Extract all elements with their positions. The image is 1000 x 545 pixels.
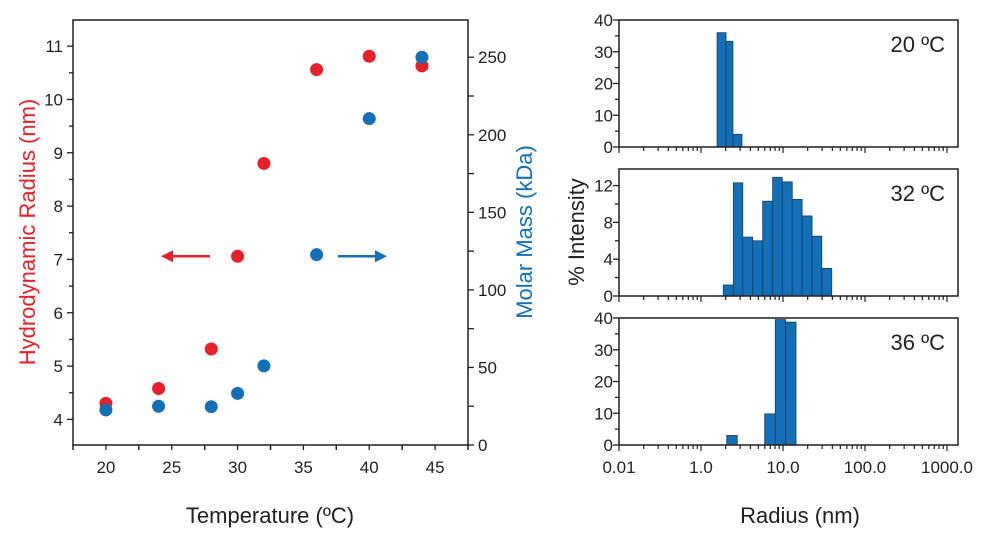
x-axis-label: Temperature (ºC) [186,503,354,528]
y-tick-label-right: 250 [478,48,506,67]
radius-point [152,381,166,395]
y-tick-label: 40 [594,309,613,328]
y-tick-label-left: 6 [54,304,63,323]
histogram-bar [781,181,793,297]
histogram-y-axis-label: % Intensity [564,178,589,286]
molar-mass-point [152,399,166,413]
x-tick-label: 0.01 [602,458,635,477]
histogram-bar [791,198,803,297]
left-arrow-icon [161,250,173,263]
molar-mass-point [362,112,376,126]
x-tick-label: 40 [360,458,379,477]
histogram-bar [785,321,797,446]
radius-point [362,49,376,63]
y-tick-label: 30 [594,341,613,360]
histogram-bar [726,435,738,446]
histogram-x-axis-label: Radius (nm) [740,503,860,528]
x-tick-label: 1.0 [689,458,713,477]
x-tick-label: 30 [228,458,247,477]
radius-point [310,63,324,77]
y-tick-label: 4 [604,250,613,269]
y-tick-label: 30 [594,43,613,62]
y-tick-label-left: 7 [54,250,63,269]
x-tick-label: 100.0 [844,458,887,477]
y-tick-label-right: 150 [478,203,506,222]
y-tick-label: 12 [594,177,613,196]
histogram-bar [732,133,743,148]
histogram-bar [716,32,727,148]
y-axis-label-left: Hydrodynamic Radius (nm) [15,99,40,366]
panel-frame [618,168,959,297]
x-tick-label: 25 [162,458,181,477]
y-tick-label: 0 [604,287,613,306]
y-tick-label-right: 100 [478,281,506,300]
y-tick-label: 8 [604,213,613,232]
y-tick-label-left: 5 [54,357,63,376]
histogram-bar [722,284,734,297]
y-tick-label-left: 10 [44,90,63,109]
y-tick-label: 0 [604,138,613,157]
y-tick-label-right: 200 [478,126,506,145]
plot-frame [72,19,469,446]
y-tick-label-right: 50 [478,358,497,377]
radius-histograms: 0 10 20 30 40 20 ºC 0 4 8 12 32 ºC 0 10 20 30 40 36 ºC 0.… [594,11,973,477]
y-tick-label: 40 [594,11,613,30]
molar-mass-point [257,359,271,373]
histogram-bar [801,215,813,297]
molar-mass-point [99,403,113,417]
x-tick-label: 20 [96,458,115,477]
y-tick-label-left: 4 [54,410,63,429]
histogram-bar [752,240,764,297]
y-tick-label-left: 11 [45,37,63,56]
y-tick-label: 10 [594,106,613,125]
molar-mass-point [310,248,324,262]
y-tick-label: 20 [594,75,613,94]
x-tick-label: 1000.0 [921,458,973,477]
y-tick-label-right: 0 [478,436,487,455]
panel-temperature-label: 20 ºC [890,32,945,57]
x-tick-label: 45 [426,458,445,477]
panel-temperature-label: 32 ºC [890,181,945,206]
histogram-panel-32: 0 4 8 12 32 ºC [594,168,959,306]
molar-mass-point [415,50,429,64]
y-tick-label-left: 9 [54,144,63,163]
histogram-bar [774,319,787,446]
radius-point [204,342,218,356]
y-axis-label-right: Molar Mass (kDa) [512,145,537,319]
x-tick-label: 35 [294,458,313,477]
molar-mass-point [231,386,245,400]
histogram-bar [764,413,776,446]
histogram-bar [732,182,744,297]
y-tick-label: 20 [594,373,613,392]
histogram-bar [811,235,823,297]
histogram-bar [742,236,754,297]
radius-point [231,249,245,263]
histogram-bar [762,200,774,297]
histogram-panel-36: 0 10 20 30 40 36 ºC [594,309,959,455]
x-tick-label: 10.0 [766,458,799,477]
y-tick-label: 10 [594,404,613,423]
panel-temperature-label: 36 ºC [890,330,945,355]
radius-point [257,156,271,170]
histogram-panel-20: 0 10 20 30 40 20 ºC [594,11,959,157]
molar-mass-point [204,400,218,414]
right-arrow-icon [375,250,387,263]
histogram-bar [821,267,833,297]
histogram-bar [772,176,783,297]
y-tick-label: 0 [604,436,613,455]
y-tick-label-left: 8 [54,197,63,216]
histogram-bar [725,40,734,148]
